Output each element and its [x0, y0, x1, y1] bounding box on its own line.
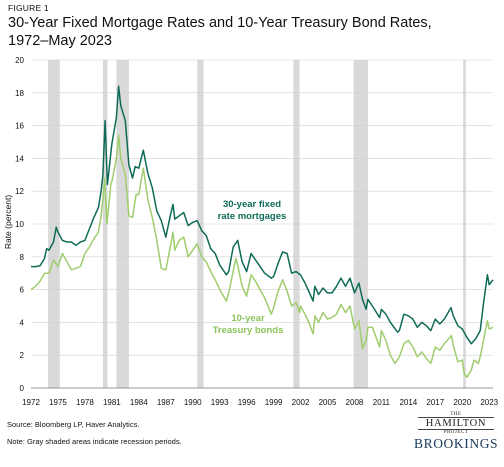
x-tick-label: 1978: [76, 398, 94, 407]
y-axis-ticks: 0 2 4 6 8 10 12 14 16 18 20: [15, 56, 24, 393]
logo-the: THE: [450, 412, 462, 417]
x-tick-label: 2014: [399, 398, 417, 407]
treasury-rate-line: [30, 134, 494, 379]
x-tick-label: 1981: [103, 398, 121, 407]
recession-note: Note: Gray shaded areas indicate recessi…: [7, 437, 182, 446]
figure-label: FIGURE 1: [8, 3, 49, 13]
logo-brookings: BROOKINGS: [414, 436, 499, 451]
series-lines: [30, 85, 494, 379]
x-tick-label: 1996: [238, 398, 256, 407]
series-label-line: 30-year fixed: [223, 199, 281, 210]
x-tick-label: 1987: [157, 398, 175, 407]
series-annotations: 30-year fixed rate mortgages 10-year Treasu…: [213, 199, 287, 336]
y-axis-label: Rate (percent): [3, 195, 13, 249]
mortgage-series-label: 30-year fixed rate mortgages: [218, 199, 287, 222]
y-tick-label: 14: [15, 154, 24, 163]
x-tick-label: 2005: [319, 398, 337, 407]
x-tick-label: 2017: [426, 398, 444, 407]
x-tick-label: 1972: [22, 398, 40, 407]
treasury-series-label: 10-year Treasury bonds: [213, 313, 284, 336]
y-tick-label: 16: [15, 122, 24, 131]
x-tick-label: 2008: [346, 398, 364, 407]
x-tick-label: 1999: [265, 398, 283, 407]
x-tick-label: 1990: [184, 398, 202, 407]
y-tick-label: 20: [15, 56, 24, 65]
logo-project: PROJECT: [443, 430, 469, 435]
x-tick-label: 2023: [480, 398, 498, 407]
logo-hamilton: HAMILTON: [418, 417, 494, 430]
source-note: Source: Bloomberg LP, Haver Analytics.: [7, 420, 140, 429]
y-tick-label: 0: [20, 384, 25, 393]
x-tick-label: 2011: [373, 398, 391, 407]
x-tick-label: 2020: [453, 398, 471, 407]
series-label-line: 10-year: [231, 313, 265, 324]
y-tick-label: 10: [15, 220, 24, 229]
x-tick-label: 1975: [49, 398, 67, 407]
series-label-line: rate mortgages: [218, 211, 287, 222]
x-axis-ticks: 1972 1975 1978 1981 1984 1987 1990 1993 1996 1999…: [22, 398, 499, 407]
y-tick-label: 18: [15, 89, 24, 98]
x-tick-label: 1984: [130, 398, 148, 407]
hamilton-brookings-logo: THE HAMILTON PROJECT BROOKINGS: [414, 412, 498, 452]
y-tick-label: 6: [20, 286, 25, 295]
series-label-line: Treasury bonds: [213, 325, 284, 336]
y-tick-label: 12: [15, 187, 24, 196]
chart-title: 30-Year Fixed Mortgage Rates and 10-Year…: [8, 15, 432, 49]
y-tick-label: 2: [20, 351, 25, 360]
y-tick-label: 8: [20, 253, 25, 262]
mortgage-rate-line: [31, 85, 494, 345]
x-tick-label: 2002: [292, 398, 310, 407]
x-tick-label: 1993: [211, 398, 229, 407]
gridlines: [31, 59, 493, 389]
y-tick-label: 4: [20, 318, 25, 327]
